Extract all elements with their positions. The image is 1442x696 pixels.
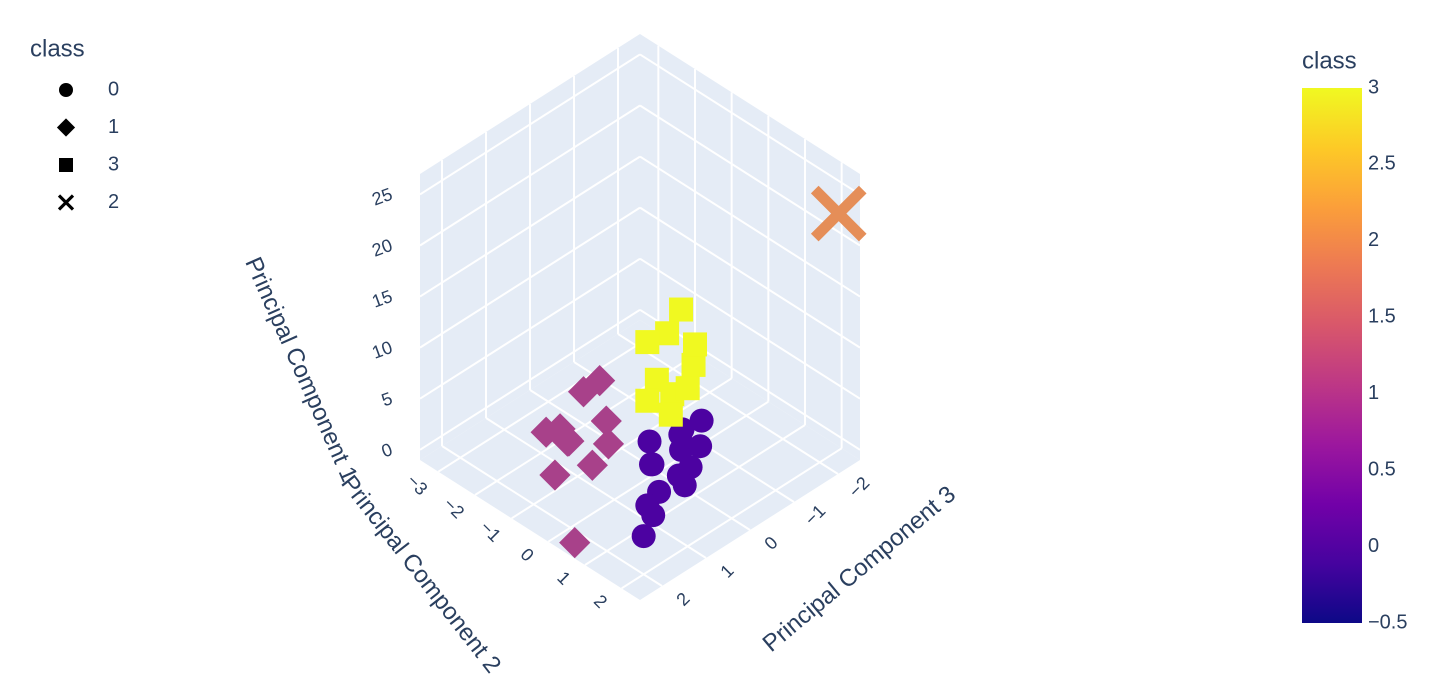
z-tick-label: 15 xyxy=(369,286,395,312)
legend-label[interactable]: 3 xyxy=(108,153,119,175)
point xyxy=(635,493,660,518)
y-tick-label: 0 xyxy=(761,533,782,554)
point xyxy=(668,422,693,447)
grid-line xyxy=(639,257,861,400)
legend-symbol xyxy=(57,194,75,211)
colorbar-tick-label: 2.5 xyxy=(1368,153,1396,175)
legend-symbol xyxy=(59,158,73,172)
point xyxy=(681,352,706,377)
grid-line xyxy=(419,206,641,349)
point xyxy=(669,297,694,322)
grid-line xyxy=(419,308,641,451)
x-tick-label: −3 xyxy=(403,470,432,499)
x-tick-label: 2 xyxy=(590,591,611,612)
z-tick-label: 25 xyxy=(369,184,395,210)
grid-line xyxy=(639,155,861,298)
grid-line xyxy=(639,206,861,349)
legend-symbol xyxy=(59,83,73,97)
grid-line xyxy=(485,417,707,559)
legend-label[interactable]: 1 xyxy=(108,116,119,138)
point xyxy=(810,185,867,242)
grid-line xyxy=(419,104,641,247)
z-tick-label: 0 xyxy=(379,439,395,461)
point xyxy=(584,365,616,397)
colorbar-tick-label: 3 xyxy=(1368,76,1379,98)
y-axis-title: Principal Component 3 xyxy=(758,481,961,658)
point xyxy=(658,402,683,427)
grid-line xyxy=(419,155,641,298)
colorbar-tick-label: 2 xyxy=(1368,229,1379,251)
z-axis-title: Principal Component 1 xyxy=(239,253,362,486)
point xyxy=(567,376,600,408)
y-tick-label: 1 xyxy=(717,561,738,582)
point xyxy=(576,449,608,481)
point xyxy=(530,416,562,448)
x-tick-label: −2 xyxy=(440,494,469,523)
point xyxy=(635,330,660,355)
point xyxy=(689,408,714,433)
z-tick-label: 10 xyxy=(369,337,395,363)
grid-line xyxy=(441,445,663,587)
colorbar-tick-label: −0.5 xyxy=(1368,611,1407,633)
colorbar-tick-label: 1.5 xyxy=(1368,306,1396,328)
colorbar xyxy=(1302,88,1362,623)
point xyxy=(590,405,622,437)
point xyxy=(683,332,707,357)
colorbar-tick-label: 0 xyxy=(1368,535,1379,557)
point xyxy=(675,376,700,401)
grid-line xyxy=(419,53,641,196)
point xyxy=(678,455,703,480)
colorbar-title: class xyxy=(1302,47,1357,74)
x-tick-label: 1 xyxy=(553,568,574,589)
point xyxy=(539,459,571,491)
colorbar-tick-label: 1 xyxy=(1368,382,1379,404)
point xyxy=(631,524,656,549)
legend-label[interactable]: 2 xyxy=(108,191,119,213)
x-axis-title: Principal Component 2 xyxy=(336,470,507,678)
x-tick-label: −1 xyxy=(476,517,505,546)
legend-title: class xyxy=(30,35,85,62)
colorbar-tick-label: 0.5 xyxy=(1368,458,1396,480)
grid-line xyxy=(639,53,861,196)
grid-line xyxy=(617,333,839,475)
grid-line xyxy=(419,257,641,400)
legend-symbol xyxy=(56,118,76,137)
point xyxy=(672,473,697,498)
y-tick-label: −2 xyxy=(845,473,874,502)
x-tick-label: 0 xyxy=(517,544,538,565)
point xyxy=(637,429,662,454)
y-tick-label: −1 xyxy=(801,501,830,530)
z-tick-label: 5 xyxy=(379,388,395,410)
point xyxy=(639,452,663,477)
point xyxy=(688,434,713,459)
z-tick-label: 20 xyxy=(369,235,395,261)
point xyxy=(551,425,583,457)
point xyxy=(635,388,660,413)
y-tick-label: 2 xyxy=(673,589,694,610)
point xyxy=(559,527,591,559)
point xyxy=(592,428,625,460)
legend-label[interactable]: 0 xyxy=(108,78,119,100)
point xyxy=(544,413,576,445)
